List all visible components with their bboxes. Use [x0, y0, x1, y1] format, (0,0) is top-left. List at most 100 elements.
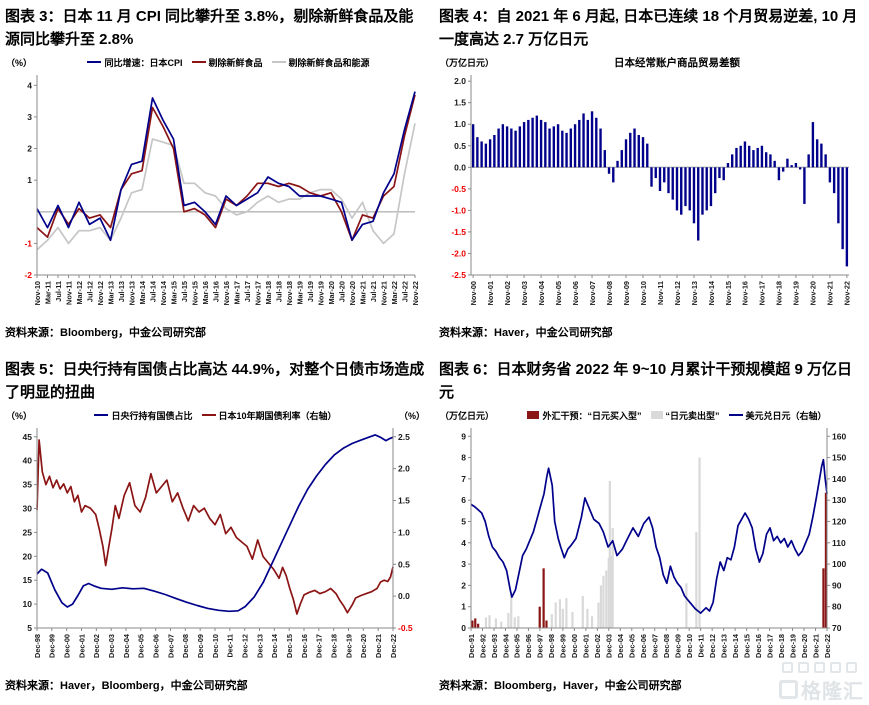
- axis-tick-label: Dec-21: [811, 634, 820, 658]
- axis-tick-label: Dec-02: [593, 634, 602, 658]
- left-axis-unit: （%）: [6, 410, 33, 421]
- axis-tick-label: Mar-17: [232, 281, 241, 305]
- axis-tick-label: Nov-12: [673, 281, 682, 305]
- series-lines: [470, 458, 828, 614]
- axis-tick-label: Dec-92: [478, 634, 487, 658]
- axis-tick-label: Nov-14: [707, 280, 716, 305]
- axis-tick-label: Dec-20: [800, 634, 809, 658]
- figure-6-chart-header: （万亿日元） 外汇干预：“日元买入型” “日元卖出型” 美元兑日元（右轴）: [439, 407, 861, 423]
- axis-tick-label: Nov-17: [253, 281, 262, 305]
- axis-tick-label: 2.0: [454, 76, 466, 86]
- figure-5-chart-header: （%） 日央行持有国债占比 日本10年期国债利率（右轴） （%）: [5, 407, 426, 423]
- legend-swatch: [201, 414, 216, 416]
- figure-4-title: 图表 4：自 2021 年 6 月起, 日本已连续 18 个月贸易逆差, 10 …: [439, 8, 858, 48]
- axis-tick-label: Dec-13: [719, 634, 728, 658]
- axis-tick-label: Jul-19: [306, 281, 315, 302]
- axis-tick-label: Dec-17: [315, 634, 324, 658]
- axis-tick-label: 5: [461, 516, 466, 526]
- axis-tick-label: Dec-99: [48, 634, 57, 658]
- axis-tick-label: 3: [27, 112, 32, 122]
- series-line: [36, 94, 416, 242]
- axis-tick-label: 15: [23, 575, 33, 585]
- axis-tick-label: Dec-98: [33, 634, 42, 658]
- legend-item: 剔除新鲜食品: [191, 56, 263, 69]
- axis-tick-label: 6: [461, 495, 466, 505]
- axis-tick-label: Dec-01: [77, 634, 86, 658]
- axis-tick-label: Dec-10: [211, 634, 220, 658]
- axis-tick-label: 130: [832, 495, 846, 505]
- axis-tick-label: Mar-15: [169, 281, 178, 305]
- axis-tick-label: Mar-14: [138, 280, 147, 304]
- figure-4-chart-header: （万亿日元） 日本经常账户商品贸易差额: [439, 54, 861, 70]
- axis-tick-label: 0.0: [454, 162, 466, 172]
- watermark-squares: [782, 662, 864, 673]
- axis-tick-label: Nov-18: [285, 281, 294, 305]
- axis-tick-label: Dec-13: [255, 634, 264, 658]
- axis-tick-label: Dec-09: [674, 634, 683, 658]
- axis-tick-label: Mar-20: [327, 281, 336, 305]
- axis-tick-label: 10: [23, 599, 33, 609]
- left-axis-unit: （%）: [6, 57, 33, 68]
- axis-tick-label: Nov-00: [469, 281, 478, 305]
- axes: [34, 428, 396, 631]
- axis-tick-label: 120: [832, 516, 846, 526]
- axis-tick-label: Nov-21: [379, 281, 388, 305]
- watermark-square: [830, 662, 841, 673]
- figure-6-title: 图表 6：日本财务省 2022 年 9~10 月累计干预规模超 9 万亿日元: [439, 361, 853, 401]
- axis-tick-label: 1: [461, 602, 466, 612]
- axis-tick-label: Dec-97: [536, 634, 545, 658]
- chart-inner-title: 日本经常账户商品贸易差额: [614, 56, 740, 69]
- axis-tick-label: Dec-04: [122, 633, 131, 658]
- legend-item: 日本10年期国债利率（右轴）: [201, 409, 337, 422]
- axis-tick-label: Dec-22: [389, 634, 398, 658]
- axis-tick-label: Mar-16: [201, 281, 210, 305]
- axis-tick-label: Dec-91: [467, 634, 476, 658]
- axis-tick-label: Nov-16: [222, 281, 231, 305]
- axis-tick-label: Jul-17: [243, 281, 252, 302]
- axis-tick-label: Mar-13: [106, 281, 115, 305]
- axis-tick-label: Dec-14: [731, 633, 740, 658]
- bars: [471, 457, 828, 628]
- axis-tick-label: 3: [461, 559, 466, 569]
- axis-tick-label: Dec-99: [559, 634, 568, 658]
- legend-item: 外汇干预：“日元买入型”: [527, 409, 642, 422]
- axis-tick-label: Jul-22: [400, 281, 409, 302]
- axis-tick-label: Dec-96: [524, 634, 533, 658]
- figure-5-title: 图表 5：日央行持有国债占比高达 44.9%，对整个日债市场造成了明显的扭曲: [5, 361, 425, 401]
- figure-4-source: 资料来源：Haver，中金公司研究部: [439, 327, 613, 339]
- axis-tick-label: Dec-94: [501, 633, 510, 658]
- series-lines: [36, 91, 416, 251]
- axis-tick-label: Dec-00: [570, 634, 579, 658]
- axis-tick-label: Nov-15: [724, 281, 733, 305]
- axis-tick-label: 45: [23, 432, 33, 442]
- axis-tick-label: 110: [832, 538, 846, 548]
- axis-tick-label: Jul-15: [180, 281, 189, 302]
- axis-tick-label: 1.0: [454, 119, 466, 129]
- fx-intervention-mixed-chart: 9876543210160150140130120110100908070Dec…: [461, 428, 846, 658]
- trade-balance-bar-chart: 2.01.51.00.50.0-0.5-1.0-1.5-2.0-2.5Nov-0…: [451, 75, 852, 305]
- axis-tick-label: 20: [23, 551, 33, 561]
- axis-tick-label: Dec-12: [708, 634, 717, 658]
- axis-tick-label: Nov-15: [190, 281, 199, 305]
- axis-tick-label: Nov-01: [486, 281, 495, 305]
- axis-tick-label: Dec-07: [166, 634, 175, 658]
- figure-panel-6: 图表 6：日本财务省 2022 年 9~10 月累计干预规模超 9 万亿日元 （…: [434, 353, 869, 705]
- gelonghui-logo-icon: [779, 680, 798, 699]
- axis-tick-label: Nov-10: [639, 281, 648, 305]
- axis-tick-label: Dec-06: [639, 634, 648, 658]
- axis-tick-label: Dec-18: [329, 634, 338, 658]
- axis-tick-label: 140: [832, 474, 846, 484]
- axis-tick-label: Dec-19: [788, 634, 797, 658]
- axis-tick-label: 160: [832, 431, 846, 441]
- axis-labels: 9876543210160150140130120110100908070Dec…: [461, 431, 846, 658]
- series-line: [36, 434, 394, 613]
- axis-tick-label: Jul-13: [117, 281, 126, 302]
- axis-tick-label: -2.5: [451, 270, 466, 280]
- axis-tick-label: Dec-95: [513, 634, 522, 658]
- bars: [471, 111, 849, 267]
- legend-swatch: [191, 61, 206, 63]
- figure-5-legend: 日央行持有国债占比 日本10年期国债利率（右轴）: [32, 409, 399, 422]
- axis-tick-label: 0: [461, 623, 466, 633]
- axis-tick-label: Nov-11: [656, 281, 665, 305]
